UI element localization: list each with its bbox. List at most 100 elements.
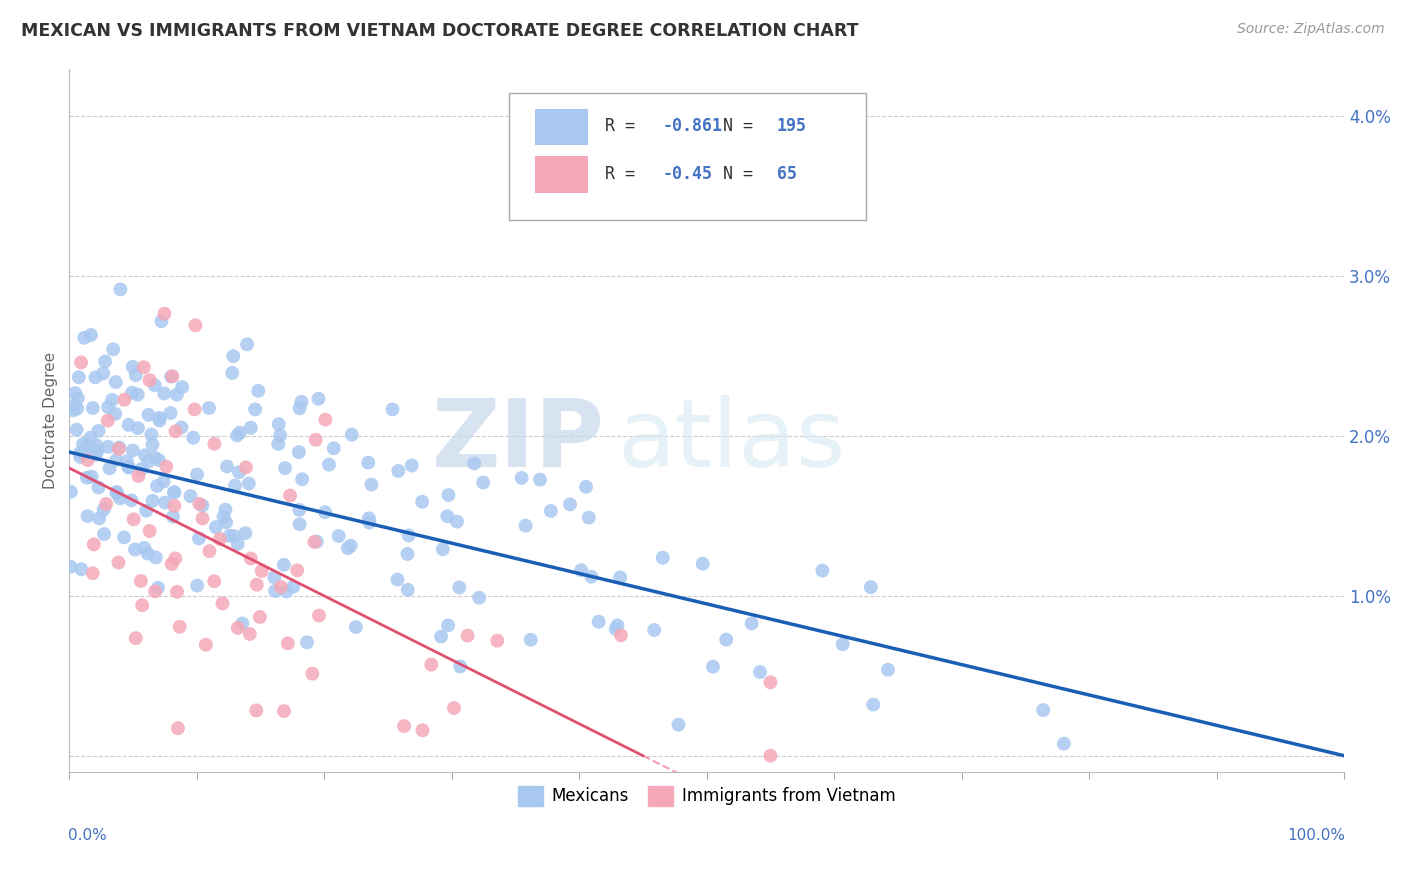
- Point: [510, 471, 533, 485]
- Point: [70, 355, 93, 369]
- Point: [291, 472, 314, 486]
- Text: N =: N =: [723, 165, 763, 183]
- Point: [188, 497, 211, 511]
- Point: [76, 471, 98, 485]
- Point: [82, 401, 104, 415]
- Point: [202, 574, 225, 589]
- Point: [112, 392, 135, 407]
- Point: [229, 425, 252, 440]
- Point: [169, 620, 191, 634]
- Point: [125, 368, 148, 382]
- Point: [295, 635, 318, 649]
- Point: [97, 400, 120, 414]
- Point: [87, 424, 110, 438]
- Point: [605, 622, 627, 636]
- Point: [153, 495, 176, 509]
- Point: [127, 387, 149, 401]
- Point: [486, 633, 509, 648]
- Point: [76, 509, 98, 524]
- Point: [411, 494, 433, 508]
- Point: [163, 485, 186, 500]
- Point: [82, 566, 104, 581]
- Point: [692, 557, 714, 571]
- Point: [398, 528, 420, 542]
- Point: [179, 489, 201, 503]
- Point: [212, 509, 235, 524]
- Point: [63, 399, 86, 413]
- Point: [446, 515, 468, 529]
- Point: [436, 509, 458, 524]
- Point: [84, 448, 107, 462]
- Point: [588, 615, 610, 629]
- Point: [1032, 703, 1054, 717]
- Point: [110, 282, 132, 296]
- Point: [651, 550, 673, 565]
- Point: [643, 623, 665, 637]
- Point: [569, 563, 592, 577]
- Point: [228, 465, 250, 479]
- Point: [449, 581, 471, 595]
- Point: [162, 369, 184, 384]
- Point: [392, 719, 415, 733]
- Text: 195: 195: [776, 117, 807, 136]
- Text: 100.0%: 100.0%: [1288, 828, 1346, 843]
- Legend: Mexicans, Immigrants from Vietnam: Mexicans, Immigrants from Vietnam: [512, 779, 903, 813]
- Point: [73, 331, 96, 345]
- Point: [432, 542, 454, 557]
- Point: [215, 515, 238, 529]
- Point: [387, 573, 409, 587]
- Point: [131, 599, 153, 613]
- Point: [163, 499, 186, 513]
- Point: [862, 698, 884, 712]
- Point: [141, 427, 163, 442]
- Point: [136, 547, 159, 561]
- Point: [83, 537, 105, 551]
- Point: [76, 453, 98, 467]
- Point: [132, 360, 155, 375]
- Point: [267, 417, 290, 432]
- Point: [93, 527, 115, 541]
- Point: [159, 406, 181, 420]
- Point: [153, 386, 176, 401]
- Point: [122, 512, 145, 526]
- Text: MEXICAN VS IMMIGRANTS FROM VIETNAM DOCTORATE DEGREE CORRELATION CHART: MEXICAN VS IMMIGRANTS FROM VIETNAM DOCTO…: [21, 22, 859, 40]
- Point: [84, 370, 107, 384]
- Point: [314, 412, 336, 426]
- Point: [606, 618, 628, 632]
- Point: [401, 458, 423, 473]
- Point: [108, 491, 131, 506]
- Point: [437, 618, 460, 632]
- Point: [336, 541, 359, 555]
- Point: [322, 442, 344, 456]
- Point: [143, 378, 166, 392]
- Point: [127, 421, 149, 435]
- Point: [108, 441, 131, 455]
- Point: [305, 534, 328, 549]
- Point: [231, 616, 253, 631]
- Y-axis label: Doctorate Degree: Doctorate Degree: [44, 351, 58, 489]
- Text: atlas: atlas: [617, 395, 845, 487]
- Point: [215, 459, 238, 474]
- Point: [145, 550, 167, 565]
- Point: [188, 532, 211, 546]
- Point: [107, 556, 129, 570]
- Point: [412, 723, 434, 738]
- Point: [69, 446, 91, 460]
- Point: [70, 562, 93, 576]
- Point: [152, 475, 174, 489]
- Point: [463, 457, 485, 471]
- Point: [165, 551, 187, 566]
- Point: [134, 448, 156, 462]
- Point: [222, 529, 245, 543]
- Point: [811, 564, 834, 578]
- Point: [72, 437, 94, 451]
- Point: [340, 539, 363, 553]
- Text: R =: R =: [605, 117, 645, 136]
- Point: [357, 456, 380, 470]
- Point: [101, 392, 124, 407]
- Point: [278, 489, 301, 503]
- Point: [443, 701, 465, 715]
- Point: [66, 391, 89, 405]
- Point: [396, 582, 419, 597]
- Point: [59, 484, 82, 499]
